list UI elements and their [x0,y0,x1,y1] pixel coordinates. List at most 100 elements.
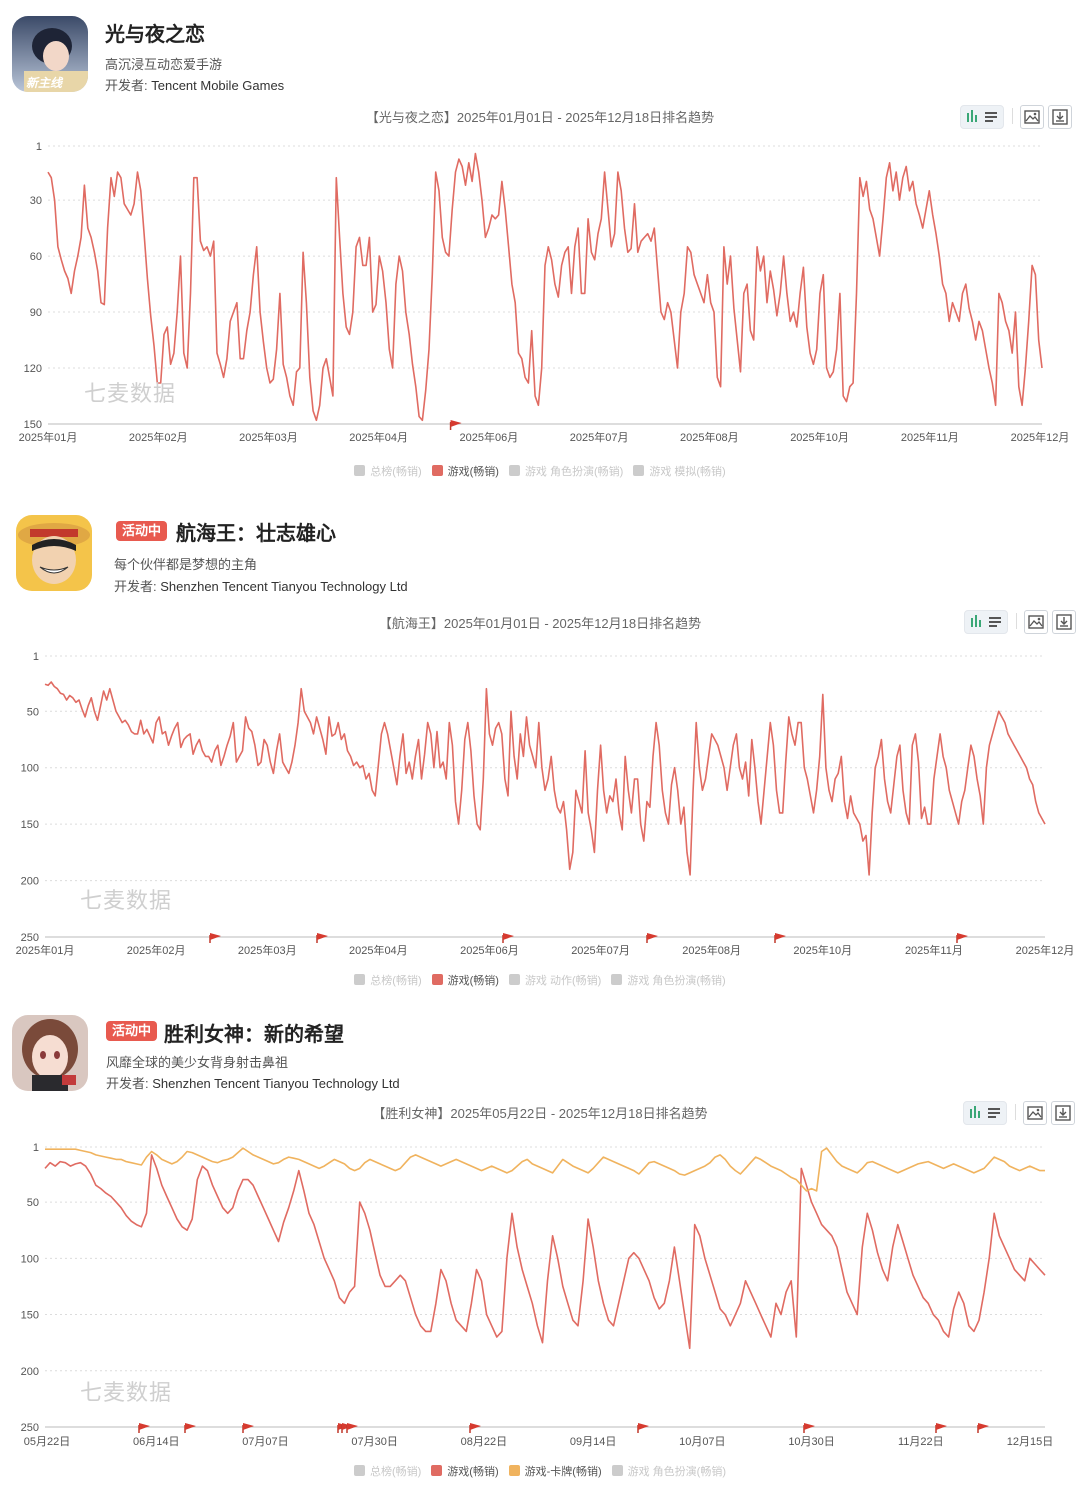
chart-title: 【光与夜之恋】2025年01月01日 - 2025年12月18日排名趋势 [365,110,715,125]
chart-toolbar [963,1101,1075,1125]
event-flag-icon[interactable] [803,1423,815,1433]
app-developer: 开发者: Shenzhen Tencent Tianyou Technology… [114,576,408,595]
legend-item[interactable]: 总榜(畅销) [354,972,422,988]
event-flag-icon[interactable] [138,1423,150,1433]
legend-swatch [611,974,623,985]
download-button[interactable] [1051,1101,1075,1125]
download-icon [1052,109,1068,125]
event-flag-icon[interactable] [935,1423,947,1433]
developer-name[interactable]: Tencent Mobile Games [151,78,285,93]
y-tick-label: 250 [21,1422,39,1434]
developer-name[interactable]: Shenzhen Tencent Tianyou Technology Ltd [152,1076,400,1091]
legend-item[interactable]: 游戏(畅销) [431,463,499,479]
y-tick-label: 150 [21,1310,39,1322]
event-flag-icon[interactable] [449,420,462,430]
legend-swatch [611,1465,623,1476]
event-flag-icon[interactable] [209,933,221,943]
legend-label: 游戏 角色扮演(畅销) [627,1466,727,1478]
app-icon[interactable]: 新主线 [12,16,88,92]
chart-legend: 总榜(畅销) 游戏(畅销) 游戏-卡牌(畅销) 游戏 角色扮演(畅销) [0,1463,1080,1479]
status-badge: 活动中 [106,1021,158,1041]
chart-title: 【胜利女神】2025年05月22日 - 2025年12月18日排名趋势 [372,1106,708,1121]
legend-item[interactable]: 总榜(畅销) [353,1463,422,1479]
toolbar-divider [1012,108,1013,124]
event-flag-icon[interactable] [502,933,514,943]
app-icon[interactable] [16,515,92,591]
event-flag-icon[interactable] [242,1423,254,1433]
legend-label: 总榜(畅销) [369,1466,422,1478]
x-tick-label: 11月22日 [898,1436,944,1448]
event-flag-icon[interactable] [184,1423,196,1433]
x-tick-label: 2025年12月 [1011,430,1070,444]
y-tick-label: 100 [21,1253,39,1265]
event-flag-icon[interactable] [956,933,968,943]
legend-label: 游戏(畅销) [447,1466,499,1478]
save-image-button[interactable] [1023,1101,1047,1125]
y-tick-label: 50 [27,1197,39,1209]
image-icon [1027,1106,1043,1120]
legend-item[interactable]: 游戏-卡牌(畅销) [508,1463,602,1479]
x-tick-label: 2025年06月 [460,430,519,444]
y-tick-label: 150 [24,419,42,431]
event-flag-icon[interactable] [977,1423,989,1433]
chart-legend: 总榜(畅销) 游戏(畅销) 游戏 动作(畅销) 游戏 角色扮演(畅销) [0,972,1080,988]
legend-item[interactable]: 游戏(畅销) [431,972,499,988]
chart-title: 【航海王】2025年01月01日 - 2025年12月18日排名趋势 [378,616,702,631]
event-flag-icon[interactable] [469,1423,481,1433]
save-image-button[interactable] [1020,105,1044,129]
legend-item[interactable]: 游戏 角色扮演(畅销) [611,1463,727,1479]
series-line-1[interactable] [44,1154,1046,1350]
event-flag-icon[interactable] [346,1423,358,1433]
event-flag-icon[interactable] [316,933,328,943]
x-tick-label: 2025年11月 [901,430,959,444]
app-icon[interactable] [12,1015,88,1091]
legend-swatch [431,1465,443,1476]
x-tick-label: 2025年10月 [793,943,852,957]
legend-item[interactable]: 游戏 角色扮演(畅销) [508,463,624,479]
download-button[interactable] [1048,105,1072,129]
app-developer: 开发者: Shenzhen Tencent Tianyou Technology… [106,1073,400,1092]
legend-label: 游戏-卡牌(畅销) [524,1466,602,1478]
legend-label: 游戏 角色扮演(畅销) [524,466,624,478]
event-flag-icon[interactable] [637,1423,649,1433]
x-tick-label: 2025年08月 [680,430,739,444]
developer-name[interactable]: Shenzhen Tencent Tianyou Technology Ltd [160,579,408,594]
chart-view-toggle[interactable] [964,610,1008,634]
legend-label: 游戏(畅销) [447,975,499,987]
legend-label: 总榜(畅销) [370,466,422,478]
chart-view-toggle[interactable] [960,105,1004,129]
x-tick-label: 05月22日 [24,1436,70,1448]
status-badge: 活动中 [116,521,168,541]
x-tick-label: 2025年07月 [570,430,629,444]
toolbar-divider [1015,1104,1016,1120]
event-flag-icon[interactable] [774,933,786,943]
series-line-1[interactable] [44,681,1046,876]
x-tick-label: 10月07日 [679,1436,725,1448]
chart-view-toggle[interactable] [963,1101,1007,1125]
y-tick-label: 200 [21,1366,39,1378]
legend-item[interactable]: 总榜(畅销) [354,463,422,479]
legend-item[interactable]: 游戏(畅销) [431,1463,499,1479]
x-tick-label: 2025年02月 [129,430,188,444]
x-tick-label: 2025年04月 [349,943,408,957]
download-button[interactable] [1052,610,1076,634]
x-tick-label: 2025年04月 [349,430,408,444]
legend-item[interactable]: 游戏 模拟(畅销) [633,463,726,479]
legend-item[interactable]: 游戏 动作(畅销) [508,972,601,988]
x-tick-label: 10月30日 [788,1436,834,1448]
pirate-character-icon [16,515,92,591]
x-tick-label: 2025年02月 [127,943,186,957]
legend-label: 游戏(畅销) [447,466,499,478]
series-line-2[interactable] [45,1147,1045,1192]
legend-item[interactable]: 游戏 角色扮演(畅销) [611,972,726,988]
app-subtitle: 高沉浸互动恋爱手游 [105,57,223,72]
save-image-button[interactable] [1024,610,1048,634]
event-flag-icon[interactable] [646,933,658,943]
legend-swatch [431,465,443,476]
developer-label: 开发者: [106,1076,153,1091]
series-line-1[interactable] [47,152,1043,422]
x-tick-label: 07月30日 [351,1436,397,1448]
